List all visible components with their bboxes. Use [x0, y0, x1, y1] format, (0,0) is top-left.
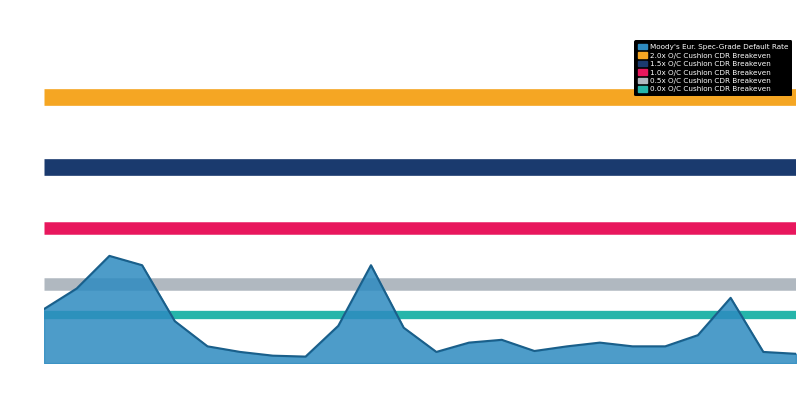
Legend: Moody's Eur. Spec-Grade Default Rate, 2.0x O/C Cushion CDR Breakeven, 1.5x O/C C: Moody's Eur. Spec-Grade Default Rate, 2.…	[634, 40, 792, 96]
Text: Figure 3: Moody's Historical European Speculative-Grade Default Rates vs. Europe: Figure 3: Moody's Historical European Sp…	[0, 12, 800, 25]
